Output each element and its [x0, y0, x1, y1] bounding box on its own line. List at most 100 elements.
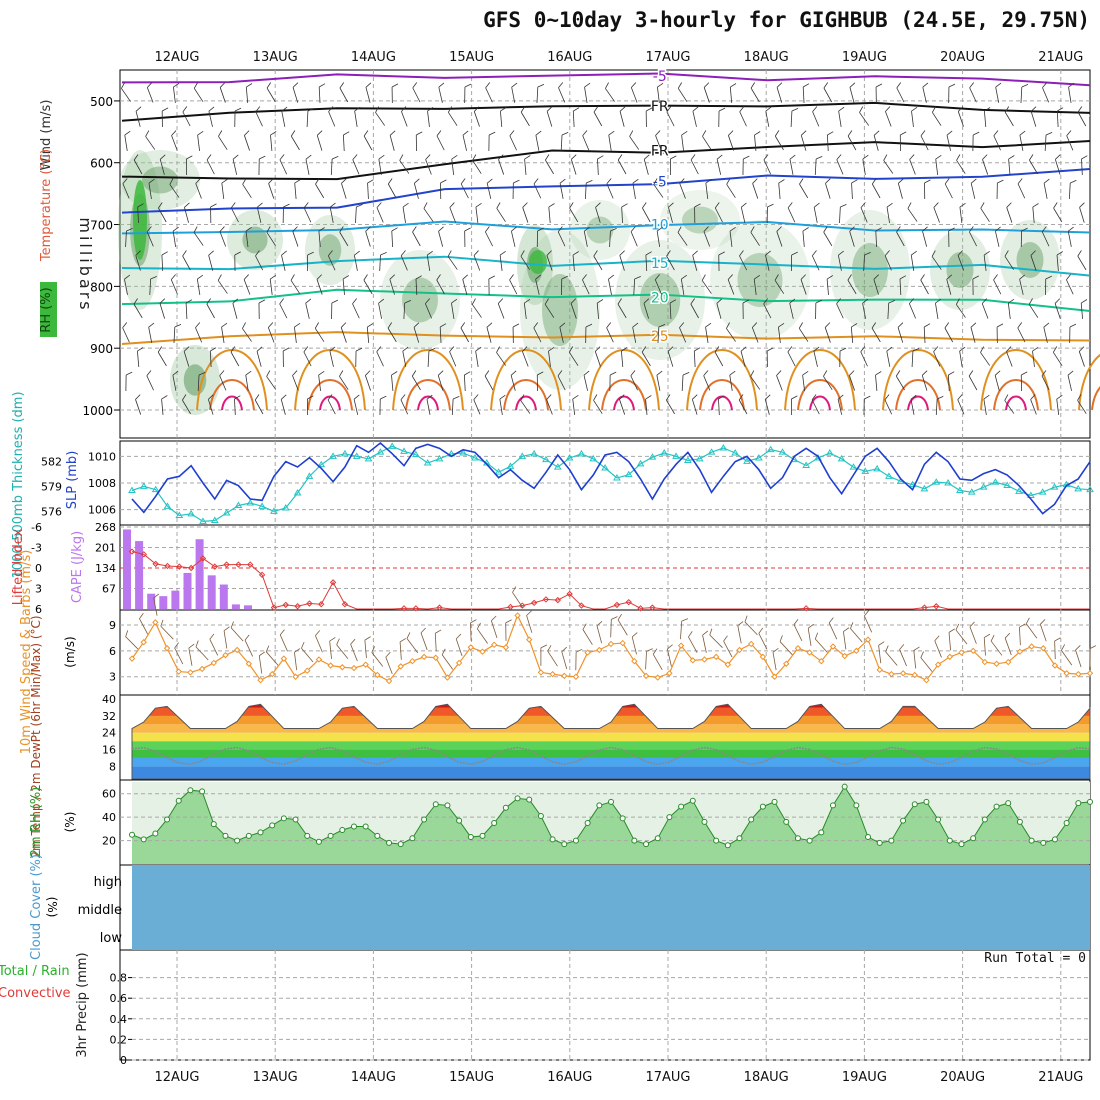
wind-barb-staff [692, 111, 697, 127]
wind-barb-flag [412, 82, 418, 89]
rh-point [643, 841, 650, 848]
wind-barb-staff [1043, 327, 1048, 343]
wind-barb [584, 82, 591, 103]
thickness-point [719, 444, 728, 451]
wind-barb [703, 82, 710, 103]
thickness-point [979, 483, 988, 490]
thickness-point [151, 485, 160, 493]
wind-barb [488, 275, 495, 296]
wind-barb-flag [352, 298, 358, 304]
top-date-label: 14AUG [351, 50, 396, 65]
wind-barb-flag [994, 370, 1001, 376]
wind-barb-flag [1028, 298, 1033, 305]
wind-barb-staff [643, 159, 649, 175]
wind-barb-flag [352, 154, 358, 160]
wind-barb-flag [533, 322, 539, 329]
wind-barb-staff [691, 399, 698, 415]
wind-barb-flag [462, 274, 469, 280]
wind-barb [387, 178, 397, 199]
wind-barb [643, 298, 650, 319]
wind10m-point [1005, 658, 1012, 666]
wind-barb [860, 346, 868, 367]
wind-barb [608, 130, 615, 151]
wind-barb-flag [714, 346, 720, 353]
wind10m-panel-frame [119, 609, 1091, 696]
wind-barb-flag [679, 322, 685, 328]
wind-barb-flag [210, 347, 217, 352]
wind-barb-flag [520, 250, 525, 257]
wind-barb-flag [1079, 202, 1085, 208]
wind10m-barb-staff [1004, 637, 1012, 656]
wind-barb [851, 179, 858, 200]
wind-barb-staff [423, 208, 434, 222]
wind-barb-flag [619, 394, 625, 400]
wind-barb [655, 130, 662, 151]
wind-barb-staff [956, 160, 966, 174]
wind-barb-flag [1021, 371, 1028, 376]
wind-barb-flag [354, 250, 360, 256]
wind-barb-flag [656, 370, 663, 376]
wind10m-barb-flag [969, 621, 975, 628]
wind10m-barb [1019, 623, 1026, 646]
thickness-point [683, 456, 692, 463]
wind-barb-flag [537, 227, 544, 232]
wind-barb-staff [887, 302, 890, 320]
thickness-point [530, 449, 539, 457]
wind-barb-staff [714, 351, 724, 367]
thickness-point [956, 486, 964, 493]
wind10m-barb-flag [688, 631, 693, 638]
thickness-point [139, 482, 148, 489]
wind10m-barb-flag [681, 618, 689, 622]
rh-shading [305, 215, 355, 285]
wind-barb-staff [266, 87, 276, 103]
wind-barb-staff [545, 159, 554, 175]
rh-point [946, 837, 953, 844]
wind-barb [826, 275, 834, 296]
wind-barb [561, 275, 568, 296]
wind-barb [318, 83, 326, 104]
wind-barb [230, 346, 240, 367]
wind-barb [596, 299, 604, 320]
wind-barb [617, 154, 627, 175]
wind-barb-staff [944, 327, 954, 343]
top-date-label: 19AUG [842, 50, 887, 65]
wind-barb-staff [475, 207, 479, 223]
wind-barb-staff [957, 399, 965, 415]
wind-barb-staff [630, 87, 638, 103]
wind10m-point [210, 659, 217, 667]
wind-barb [389, 130, 396, 151]
wind10m-barb-staff [723, 640, 733, 658]
wind-barb-staff [666, 255, 675, 271]
wind-barb [473, 394, 481, 415]
wind-barb-staff [281, 255, 286, 271]
wind-barb [692, 106, 699, 127]
wind-barb-flag [1068, 226, 1074, 232]
wind-barb-flag [791, 251, 798, 256]
wind-barb-flag [823, 82, 829, 89]
wind10m-barb-flag [990, 634, 995, 642]
wind-barb-staff [727, 279, 735, 295]
wind-barb [690, 154, 699, 175]
wind10m-point [397, 663, 404, 670]
wind-barb [752, 178, 759, 199]
wind-barb-flag [813, 346, 820, 352]
wind10m-barb-flag [899, 644, 905, 650]
thickness-point [1086, 485, 1094, 493]
wind-barb-staff [1077, 400, 1087, 414]
wind-barb [182, 394, 191, 415]
pressure-tick-label: 1000 [82, 404, 113, 418]
wind-barb-flag [416, 131, 423, 136]
wind-barb-staff [630, 231, 638, 247]
wind-barb-flag [968, 370, 974, 377]
wind-barb [244, 130, 250, 151]
wind-barb-flag [766, 347, 774, 352]
wind-barb-flag [666, 106, 672, 113]
wind-barb-staff [352, 303, 360, 319]
wind-barb-staff [778, 182, 781, 200]
wind-barb-staff [738, 399, 748, 415]
wind-barb-staff [837, 399, 843, 415]
wind-barb [570, 298, 577, 319]
hot-lobe [417, 395, 439, 411]
wind-barb-staff [970, 327, 976, 343]
hot-lobe [221, 395, 243, 411]
